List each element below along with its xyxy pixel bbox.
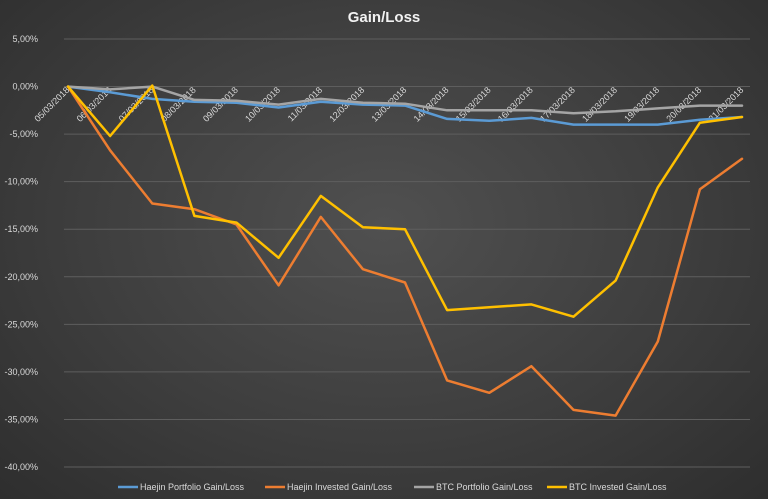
x-tick-label: 18/03/2018 [580, 85, 619, 124]
y-tick-label: -5,00% [9, 129, 38, 139]
legend-label: BTC Portfolio Gain/Loss [436, 482, 533, 492]
y-tick-label: 0,00% [12, 82, 38, 92]
chart-title: Gain/Loss [348, 9, 421, 26]
y-tick-label: -30,00% [4, 367, 38, 377]
y-tick-label: -40,00% [4, 462, 38, 472]
y-axis-ticks: 5,00% 0,00% -5,00% -10,00% -15,00% -20,00% -25… [4, 34, 38, 472]
legend: Haejin Portfolio Gain/Loss Haejin Investe… [118, 482, 667, 492]
series-line-btc-portfolio-gain-loss [66, 85, 744, 115]
y-tick-label: -10,00% [4, 177, 38, 187]
x-tick-label: 05/03/2018 [32, 85, 71, 124]
y-tick-label: -15,00% [4, 224, 38, 234]
y-tick-label: -25,00% [4, 319, 38, 329]
x-tick-label: 09/03/2018 [201, 85, 240, 124]
series-line-haejin-portfolio-gain-loss [66, 85, 744, 126]
y-tick-label: -20,00% [4, 272, 38, 282]
x-tick-label: 20/03/2018 [664, 85, 703, 124]
y-tick-label: -35,00% [4, 414, 38, 424]
series-line-btc-invested-gain-loss [66, 84, 744, 318]
gridlines [64, 38, 750, 468]
series-line-haejin-invested-gain-loss [66, 85, 744, 417]
series-lines [66, 84, 744, 417]
legend-label: Haejin Portfolio Gain/Loss [140, 482, 245, 492]
y-tick-label: 5,00% [12, 34, 38, 44]
x-tick-label: 19/03/2018 [622, 85, 661, 124]
legend-label: Haejin Invested Gain/Loss [287, 482, 393, 492]
x-tick-label: 15/03/2018 [454, 85, 493, 124]
x-tick-label: 17/03/2018 [538, 85, 577, 124]
legend-label: BTC Invested Gain/Loss [569, 482, 667, 492]
